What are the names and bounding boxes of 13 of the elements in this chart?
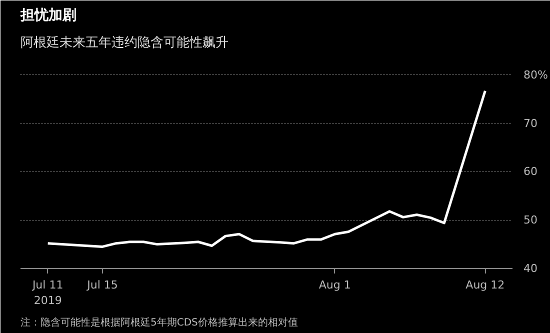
- y-tick-label: 70: [524, 116, 538, 130]
- chart-subtitle: 阿根廷未来五年违约隐含可能性飙升: [20, 36, 228, 50]
- y-tick-label: 50: [524, 214, 538, 227]
- x-tick-label: Jul 15: [86, 278, 118, 292]
- text: 注：隐含可能性是根据阿根廷5年期CDS价格推算出来的相对值: [20, 316, 298, 328]
- y-tick-label: 60: [524, 165, 538, 178]
- x-tick-label: Jul 11 2019: [31, 278, 64, 308]
- y-tick-label: 40: [524, 262, 538, 275]
- y-tick-label: 80%: [524, 68, 548, 82]
- x-tick-label: Aug 1: [318, 278, 351, 292]
- chart-title: 担忧加剧: [20, 8, 76, 24]
- x-tick-label: Aug 12: [466, 278, 505, 292]
- line-series: [46, 90, 486, 248]
